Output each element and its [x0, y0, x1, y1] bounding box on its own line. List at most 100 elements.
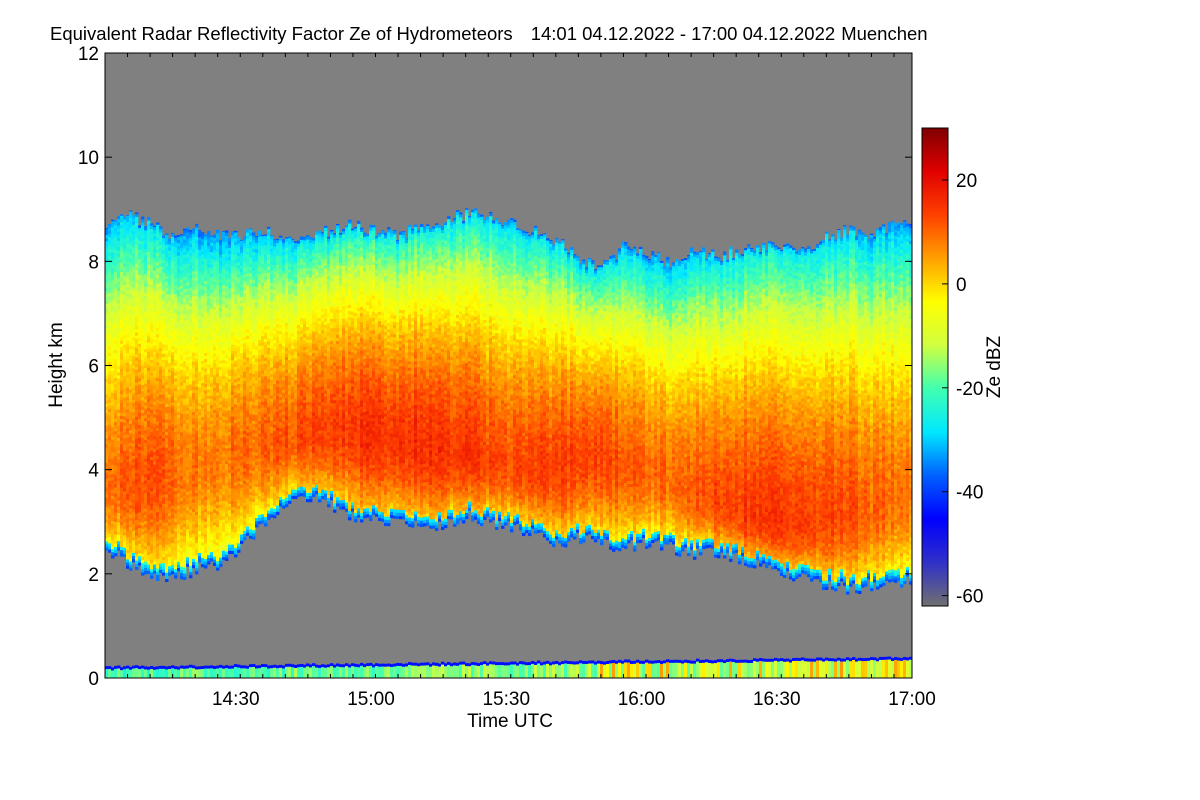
reflectivity-cell	[138, 293, 142, 297]
reflectivity-cell	[120, 459, 124, 463]
reflectivity-cell	[243, 458, 247, 463]
reflectivity-cell	[126, 487, 130, 491]
reflectivity-cell	[165, 453, 169, 458]
reflectivity-cell	[174, 471, 178, 476]
reflectivity-cell	[177, 386, 181, 391]
reflectivity-cell	[111, 370, 115, 375]
reflectivity-cell	[150, 562, 154, 567]
reflectivity-cell	[207, 329, 211, 334]
reflectivity-cell	[219, 397, 223, 402]
reflectivity-cell	[192, 327, 196, 331]
reflectivity-cell	[114, 371, 118, 376]
reflectivity-cell	[132, 218, 136, 222]
reflectivity-cell	[114, 352, 118, 357]
reflectivity-cell	[228, 403, 232, 408]
reflectivity-cell	[144, 517, 148, 522]
reflectivity-cell	[240, 249, 244, 254]
reflectivity-cell	[141, 422, 145, 426]
reflectivity-cell	[198, 299, 202, 304]
reflectivity-cell	[201, 529, 205, 533]
reflectivity-cell	[144, 464, 148, 468]
reflectivity-cell	[123, 447, 127, 451]
reflectivity-cell	[150, 315, 154, 320]
reflectivity-cell	[141, 384, 145, 389]
reflectivity-cell	[117, 387, 121, 392]
reflectivity-cell	[117, 218, 121, 223]
reflectivity-cell	[207, 439, 211, 443]
reflectivity-cell	[171, 392, 175, 397]
reflectivity-cell	[234, 422, 238, 427]
reflectivity-cell	[210, 554, 214, 559]
reflectivity-cell	[141, 562, 145, 567]
reflectivity-cell	[198, 283, 202, 288]
reflectivity-cell	[162, 269, 166, 273]
reflectivity-cell	[159, 488, 163, 492]
reflectivity-cell	[198, 471, 202, 475]
reflectivity-cell	[105, 234, 109, 239]
reflectivity-cell	[234, 394, 238, 399]
reflectivity-cell	[192, 249, 196, 253]
reflectivity-cell	[156, 274, 160, 278]
reflectivity-cell	[174, 412, 178, 417]
reflectivity-cell	[198, 374, 202, 379]
reflectivity-cell	[141, 512, 145, 517]
reflectivity-cell	[210, 336, 214, 340]
reflectivity-cell	[225, 548, 229, 552]
reflectivity-cell	[120, 281, 124, 285]
reflectivity-cell	[195, 308, 199, 312]
reflectivity-cell	[132, 374, 136, 378]
reflectivity-cell	[207, 314, 211, 318]
reflectivity-cell	[222, 231, 226, 233]
reflectivity-cell	[132, 399, 136, 403]
reflectivity-cell	[108, 377, 112, 381]
reflectivity-cell	[141, 509, 145, 514]
reflectivity-cell	[228, 397, 232, 401]
reflectivity-cell	[138, 340, 142, 344]
reflectivity-cell	[237, 452, 241, 456]
reflectivity-cell	[216, 288, 220, 293]
reflectivity-cell	[186, 435, 190, 439]
reflectivity-cell	[219, 472, 223, 477]
reflectivity-cell	[210, 398, 214, 403]
reflectivity-cell	[114, 249, 118, 254]
reflectivity-cell	[225, 248, 229, 252]
reflectivity-cell	[129, 236, 133, 240]
reflectivity-cell	[108, 302, 112, 306]
reflectivity-cell	[231, 234, 235, 239]
reflectivity-cell	[162, 337, 166, 342]
reflectivity-cell	[165, 269, 169, 273]
reflectivity-cell	[222, 497, 226, 501]
reflectivity-cell	[198, 452, 202, 457]
reflectivity-cell	[132, 505, 136, 510]
reflectivity-cell	[132, 477, 136, 482]
reflectivity-cell	[207, 526, 211, 531]
reflectivity-cell	[216, 417, 220, 421]
reflectivity-cell	[120, 446, 124, 451]
reflectivity-cell	[177, 373, 181, 378]
reflectivity-cell	[195, 361, 199, 366]
reflectivity-cell	[222, 325, 226, 329]
reflectivity-cell	[225, 429, 229, 433]
reflectivity-cell	[174, 503, 178, 507]
reflectivity-cell	[111, 398, 115, 403]
reflectivity-cell	[135, 404, 139, 408]
reflectivity-cell	[243, 461, 247, 466]
reflectivity-cell	[144, 242, 148, 247]
reflectivity-cell	[126, 399, 130, 404]
reflectivity-cell	[120, 306, 124, 310]
reflectivity-cell	[198, 458, 202, 463]
reflectivity-cell	[138, 530, 142, 535]
reflectivity-cell	[234, 497, 238, 502]
reflectivity-cell	[180, 447, 184, 452]
reflectivity-cell	[114, 487, 118, 491]
reflectivity-cell	[153, 539, 157, 543]
reflectivity-cell	[183, 260, 187, 265]
reflectivity-cell	[105, 494, 109, 498]
reflectivity-cell	[183, 392, 187, 396]
reflectivity-cell	[204, 408, 208, 413]
reflectivity-cell	[147, 254, 151, 259]
reflectivity-cell	[207, 429, 211, 434]
reflectivity-cell	[180, 478, 184, 483]
reflectivity-cell	[159, 316, 163, 320]
reflectivity-cell	[165, 294, 169, 298]
